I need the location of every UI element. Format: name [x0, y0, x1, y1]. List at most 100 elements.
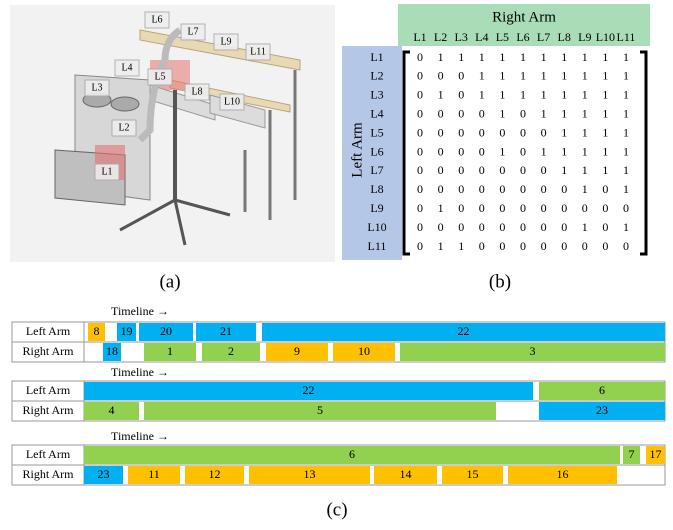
- location-label: L8: [191, 86, 202, 97]
- matrix-cell: 1: [561, 144, 567, 158]
- matrix-cell: 1: [438, 201, 444, 215]
- matrix-cell: 1: [541, 69, 547, 83]
- matrix-cell: 0: [417, 125, 423, 139]
- matrix-cell: 0: [602, 220, 608, 234]
- matrix-cell: 1: [561, 69, 567, 83]
- row-label: L10: [367, 220, 386, 234]
- matrix-cell: 0: [458, 88, 464, 102]
- task-label: 23: [98, 467, 110, 481]
- matrix-cell: 0: [479, 125, 485, 139]
- arm-label: Right Arm: [22, 403, 74, 417]
- matrix-cell: 1: [582, 144, 588, 158]
- matrix-cell: 0: [499, 201, 505, 215]
- matrix-cell: 1: [582, 125, 588, 139]
- task-label: 2: [228, 344, 234, 358]
- col-label: L9: [578, 30, 591, 44]
- matrix-cell: 1: [582, 163, 588, 177]
- col-label: L4: [475, 30, 488, 44]
- matrix-cell: 0: [520, 106, 526, 120]
- matrix-cell: 1: [582, 50, 588, 64]
- matrix-cell: 1: [623, 106, 629, 120]
- matrix-cell: 0: [438, 106, 444, 120]
- matrix-cell: 0: [499, 220, 505, 234]
- task-label: 22: [458, 324, 470, 338]
- location-label: L3: [91, 82, 102, 93]
- row-label: L4: [370, 106, 383, 120]
- matrix-cell: 1: [602, 106, 608, 120]
- row-label: L11: [368, 239, 387, 253]
- location-label: L7: [187, 26, 198, 37]
- matrix-cell: 0: [541, 182, 547, 196]
- matrix-cell: 1: [561, 163, 567, 177]
- task-label: 20: [160, 324, 172, 338]
- matrix-cell: 1: [582, 69, 588, 83]
- matrix-cell: 0: [520, 182, 526, 196]
- task-label: 6: [349, 447, 355, 461]
- task-label: 7: [629, 447, 635, 461]
- matrix-cell: 0: [417, 69, 423, 83]
- task-label: 4: [109, 403, 115, 417]
- bracket-right: [640, 52, 646, 254]
- matrix-cell: 1: [623, 69, 629, 83]
- col-label: L3: [455, 30, 468, 44]
- matrix-cell: 1: [541, 144, 547, 158]
- matrix-cell: 0: [417, 220, 423, 234]
- matrix-cell: 0: [417, 201, 423, 215]
- matrix-cell: 0: [458, 182, 464, 196]
- scene-render: [10, 5, 335, 262]
- col-label: L5: [496, 30, 509, 44]
- matrix-cell: 0: [561, 220, 567, 234]
- matrix-cell: 1: [582, 88, 588, 102]
- matrix-cell: 0: [438, 69, 444, 83]
- row-label: L1: [370, 50, 383, 64]
- matrix-cell: 1: [582, 182, 588, 196]
- matrix-cell: 0: [417, 106, 423, 120]
- matrix-cell: 0: [499, 125, 505, 139]
- matrix-cell: 0: [458, 201, 464, 215]
- matrix-cell: 1: [623, 144, 629, 158]
- matrix-cell: 0: [520, 220, 526, 234]
- location-label: L6: [151, 14, 162, 25]
- matrix-cell: 1: [602, 163, 608, 177]
- matrix-cell: 0: [561, 239, 567, 253]
- caption: (c): [326, 499, 347, 520]
- matrix-cell: 0: [438, 182, 444, 196]
- matrix-cell: 1: [623, 182, 629, 196]
- row-label: L5: [370, 125, 383, 139]
- matrix-cell: 1: [541, 88, 547, 102]
- matrix-cell: 1: [458, 239, 464, 253]
- matrix-cell: 0: [438, 144, 444, 158]
- col-title: Right Arm: [492, 9, 556, 25]
- matrix-cell: 0: [499, 182, 505, 196]
- matrix-cell: 0: [499, 163, 505, 177]
- arm-label: Left Arm: [26, 383, 71, 397]
- matrix-cell: 0: [438, 163, 444, 177]
- location-label: L11: [250, 46, 266, 57]
- matrix-cell: 1: [623, 50, 629, 64]
- location-label: L1: [101, 166, 112, 177]
- task-label: 11: [148, 467, 160, 481]
- matrix-cell: 1: [561, 125, 567, 139]
- matrix-cell: 0: [582, 201, 588, 215]
- timeline-label: Timeline →: [111, 429, 169, 443]
- task-label: 14: [400, 467, 412, 481]
- task-label: 22: [303, 383, 315, 397]
- location-label: L10: [224, 96, 240, 107]
- matrix-cell: 0: [561, 182, 567, 196]
- matrix-cell: 0: [602, 182, 608, 196]
- matrix-cell: 0: [520, 163, 526, 177]
- matrix-cell: 1: [438, 239, 444, 253]
- matrix-cell: 1: [499, 144, 505, 158]
- matrix-cell: 0: [499, 239, 505, 253]
- task-label: 19: [121, 324, 133, 338]
- matrix-cell: 0: [602, 201, 608, 215]
- matrix-cell: 1: [602, 69, 608, 83]
- col-label: L1: [413, 30, 426, 44]
- location-label: L5: [154, 71, 165, 82]
- matrix-cell: 0: [417, 144, 423, 158]
- matrix-cell: 0: [479, 163, 485, 177]
- matrix-cell: 0: [582, 239, 588, 253]
- matrix-cell: 0: [417, 88, 423, 102]
- task-label: 8: [94, 324, 100, 338]
- matrix-cell: 0: [479, 201, 485, 215]
